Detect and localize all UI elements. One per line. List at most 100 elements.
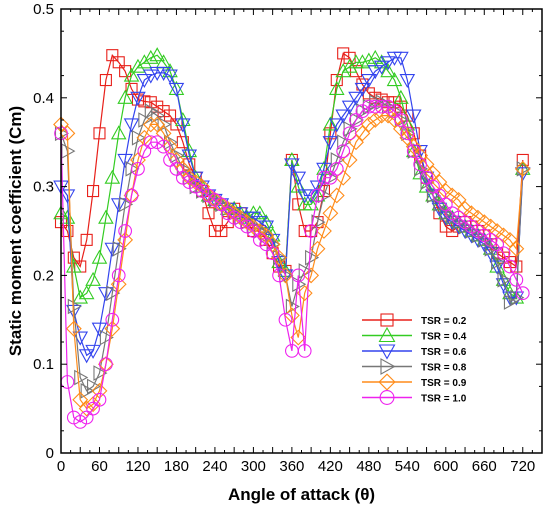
data-point: [330, 152, 345, 168]
series-group: [54, 99, 530, 429]
data-point: [330, 73, 343, 87]
data-point: [104, 169, 121, 184]
data-point: [99, 357, 113, 372]
y-tick-label: 0.1: [33, 356, 54, 373]
data-point: [323, 170, 338, 185]
data-point: [316, 162, 332, 177]
data-point: [311, 214, 326, 230]
series-group: [53, 47, 531, 304]
data-point: [425, 187, 441, 202]
data-point: [309, 187, 326, 202]
data-point: [123, 187, 140, 204]
data-point: [124, 188, 139, 203]
data-point: [450, 191, 467, 208]
data-point: [354, 82, 371, 97]
legend: TSR = 0.2 TSR = 0.4 TSR = 0.6 TSR = 0.8 TSR …: [362, 313, 467, 405]
data-point: [168, 80, 185, 95]
data-point: [98, 209, 114, 224]
data-point: [337, 134, 352, 151]
data-point: [349, 65, 363, 78]
data-point: [110, 276, 127, 293]
data-point: [271, 249, 287, 266]
data-point: [136, 54, 153, 69]
data-point: [117, 231, 134, 248]
data-point: [406, 144, 421, 158]
data-point: [86, 401, 100, 416]
data-point: [413, 157, 428, 172]
data-point: [316, 160, 332, 175]
legend-marker: [380, 358, 396, 375]
x-tick-label: 600: [433, 458, 458, 475]
data-point: [117, 89, 133, 104]
data-point: [374, 99, 389, 114]
legend-marker: [378, 344, 396, 360]
data-point: [290, 171, 307, 186]
data-point: [304, 224, 318, 238]
x-tick-label: 120: [125, 458, 150, 475]
data-point: [354, 125, 371, 142]
x-tick-label: 300: [241, 458, 266, 475]
data-point: [131, 161, 145, 176]
data-point: [112, 240, 127, 257]
data-point: [303, 196, 319, 211]
data-point: [163, 134, 179, 151]
data-point: [393, 89, 409, 104]
data-point: [78, 349, 95, 364]
data-point: [61, 224, 74, 238]
data-point: [373, 60, 390, 75]
data-point: [92, 392, 107, 407]
data-point: [303, 189, 319, 204]
data-point: [348, 91, 364, 106]
data-point: [65, 320, 82, 337]
data-point: [277, 269, 294, 284]
data-point: [405, 109, 422, 124]
x-tick-label: 360: [279, 458, 304, 475]
data-point: [310, 188, 325, 203]
data-point: [112, 56, 125, 69]
data-point: [367, 65, 384, 80]
x-tick-label: 540: [395, 458, 420, 475]
data-point: [514, 160, 531, 177]
data-point: [425, 189, 441, 204]
data-point: [87, 184, 100, 198]
data-point: [258, 227, 275, 244]
plot-frame: [60, 8, 543, 454]
data-point: [93, 365, 108, 381]
data-point: [169, 161, 184, 176]
data-point: [245, 218, 262, 235]
data-point: [317, 187, 332, 204]
data-point: [91, 249, 108, 264]
data-point: [322, 116, 339, 131]
data-point: [285, 298, 300, 315]
x-tick-label: 0: [57, 458, 65, 475]
data-point: [156, 139, 171, 154]
data-point: [322, 205, 339, 222]
data-point: [175, 118, 191, 133]
x-tick-label: 240: [202, 458, 227, 475]
legend-label: TSR = 0.4: [421, 332, 467, 343]
data-point: [168, 82, 185, 97]
legend-marker: [380, 313, 394, 327]
data-point: [328, 118, 345, 133]
x-axis-title: Angle of attack (θ): [228, 485, 375, 504]
y-tick-label: 0: [46, 445, 54, 462]
data-point: [110, 125, 127, 140]
y-tick-label: 0.3: [33, 179, 54, 196]
data-point: [380, 63, 396, 78]
data-point: [329, 161, 344, 176]
data-point: [354, 54, 371, 69]
data-point: [208, 224, 221, 238]
data-point: [335, 109, 351, 124]
data-point: [138, 95, 151, 108]
data-point: [349, 113, 363, 127]
data-point: [496, 246, 511, 261]
data-point: [393, 51, 409, 66]
data-point: [322, 136, 339, 151]
data-point: [265, 246, 280, 261]
data-point: [399, 73, 416, 89]
data-point: [78, 285, 95, 300]
data-point: [284, 158, 300, 173]
y-tick-label: 0.2: [33, 267, 54, 284]
data-point: [342, 126, 357, 141]
